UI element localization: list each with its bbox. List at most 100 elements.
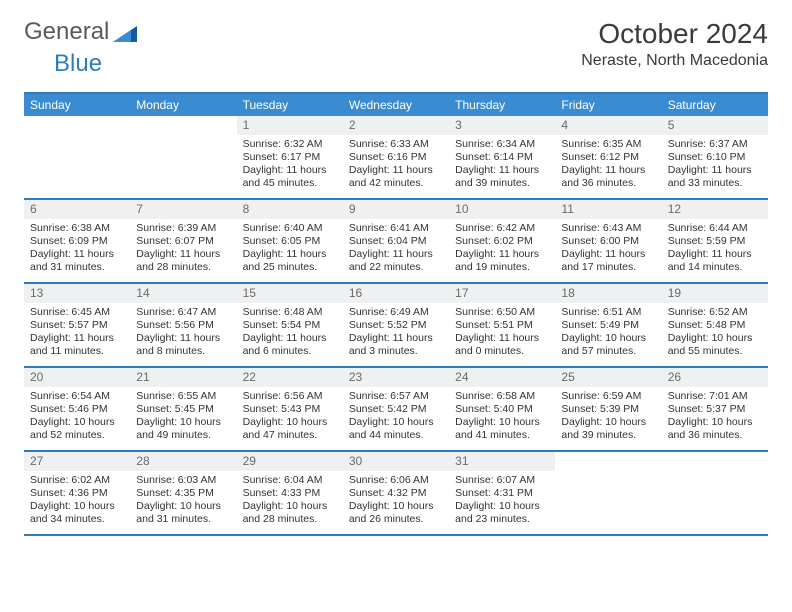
- sunset-line: Sunset: 5:52 PM: [349, 319, 443, 332]
- day-number: 21: [130, 368, 236, 387]
- daylight-line-2: and 11 minutes.: [30, 345, 124, 358]
- dow-sunday: Sunday: [24, 94, 130, 116]
- daylight-line-2: and 55 minutes.: [668, 345, 762, 358]
- sunset-line: Sunset: 5:37 PM: [668, 403, 762, 416]
- day-number: 27: [24, 452, 130, 471]
- day-number: 10: [449, 200, 555, 219]
- day-body: Sunrise: 6:58 AMSunset: 5:40 PMDaylight:…: [449, 387, 555, 447]
- day-cell: [130, 116, 236, 198]
- day-number: 9: [343, 200, 449, 219]
- daylight-line: Daylight: 11 hours: [349, 332, 443, 345]
- daylight-line: Daylight: 10 hours: [136, 416, 230, 429]
- day-number: 16: [343, 284, 449, 303]
- daylight-line: Daylight: 11 hours: [243, 332, 337, 345]
- daylight-line-2: and 45 minutes.: [243, 177, 337, 190]
- sunrise-line: Sunrise: 6:54 AM: [30, 390, 124, 403]
- daylight-line: Daylight: 11 hours: [668, 164, 762, 177]
- day-body: Sunrise: 6:50 AMSunset: 5:51 PMDaylight:…: [449, 303, 555, 363]
- day-number: 28: [130, 452, 236, 471]
- day-body: Sunrise: 6:34 AMSunset: 6:14 PMDaylight:…: [449, 135, 555, 195]
- sunrise-line: Sunrise: 6:35 AM: [561, 138, 655, 151]
- sunrise-line: Sunrise: 6:49 AM: [349, 306, 443, 319]
- day-number: 5: [662, 116, 768, 135]
- day-cell: 25Sunrise: 6:59 AMSunset: 5:39 PMDayligh…: [555, 368, 661, 450]
- day-body: Sunrise: 6:40 AMSunset: 6:05 PMDaylight:…: [237, 219, 343, 279]
- day-cell: 18Sunrise: 6:51 AMSunset: 5:49 PMDayligh…: [555, 284, 661, 366]
- dow-row: Sunday Monday Tuesday Wednesday Thursday…: [24, 94, 768, 116]
- sunset-line: Sunset: 5:40 PM: [455, 403, 549, 416]
- sunset-line: Sunset: 5:42 PM: [349, 403, 443, 416]
- day-cell: 8Sunrise: 6:40 AMSunset: 6:05 PMDaylight…: [237, 200, 343, 282]
- daylight-line: Daylight: 11 hours: [668, 248, 762, 261]
- sunset-line: Sunset: 4:31 PM: [455, 487, 549, 500]
- sunrise-line: Sunrise: 6:51 AM: [561, 306, 655, 319]
- day-number: 18: [555, 284, 661, 303]
- logo-triangle-icon: [113, 22, 137, 42]
- day-cell: 29Sunrise: 6:04 AMSunset: 4:33 PMDayligh…: [237, 452, 343, 534]
- week-row: 1Sunrise: 6:32 AMSunset: 6:17 PMDaylight…: [24, 116, 768, 200]
- day-body: Sunrise: 6:37 AMSunset: 6:10 PMDaylight:…: [662, 135, 768, 195]
- week-row: 27Sunrise: 6:02 AMSunset: 4:36 PMDayligh…: [24, 452, 768, 536]
- sunrise-line: Sunrise: 6:48 AM: [243, 306, 337, 319]
- day-cell: 2Sunrise: 6:33 AMSunset: 6:16 PMDaylight…: [343, 116, 449, 198]
- day-body: Sunrise: 6:52 AMSunset: 5:48 PMDaylight:…: [662, 303, 768, 363]
- sunset-line: Sunset: 6:02 PM: [455, 235, 549, 248]
- day-cell: 19Sunrise: 6:52 AMSunset: 5:48 PMDayligh…: [662, 284, 768, 366]
- sunset-line: Sunset: 6:14 PM: [455, 151, 549, 164]
- day-body: Sunrise: 6:04 AMSunset: 4:33 PMDaylight:…: [237, 471, 343, 531]
- day-body: Sunrise: 6:03 AMSunset: 4:35 PMDaylight:…: [130, 471, 236, 531]
- day-cell: [24, 116, 130, 198]
- day-number: 12: [662, 200, 768, 219]
- location-label: Neraste, North Macedonia: [581, 52, 768, 70]
- sunrise-line: Sunrise: 6:42 AM: [455, 222, 549, 235]
- sunrise-line: Sunrise: 6:43 AM: [561, 222, 655, 235]
- daylight-line: Daylight: 11 hours: [561, 248, 655, 261]
- sunrise-line: Sunrise: 6:02 AM: [30, 474, 124, 487]
- day-body: Sunrise: 7:01 AMSunset: 5:37 PMDaylight:…: [662, 387, 768, 447]
- day-number: 17: [449, 284, 555, 303]
- day-body: Sunrise: 6:33 AMSunset: 6:16 PMDaylight:…: [343, 135, 449, 195]
- daylight-line: Daylight: 10 hours: [349, 416, 443, 429]
- dow-friday: Friday: [555, 94, 661, 116]
- day-body: Sunrise: 6:45 AMSunset: 5:57 PMDaylight:…: [24, 303, 130, 363]
- daylight-line-2: and 22 minutes.: [349, 261, 443, 274]
- sunset-line: Sunset: 4:35 PM: [136, 487, 230, 500]
- daylight-line-2: and 47 minutes.: [243, 429, 337, 442]
- daylight-line: Daylight: 10 hours: [349, 500, 443, 513]
- sunrise-line: Sunrise: 6:40 AM: [243, 222, 337, 235]
- daylight-line: Daylight: 11 hours: [561, 164, 655, 177]
- daylight-line: Daylight: 10 hours: [30, 500, 124, 513]
- day-number: 29: [237, 452, 343, 471]
- daylight-line-2: and 23 minutes.: [455, 513, 549, 526]
- daylight-line-2: and 39 minutes.: [455, 177, 549, 190]
- sunset-line: Sunset: 5:39 PM: [561, 403, 655, 416]
- day-body: Sunrise: 6:48 AMSunset: 5:54 PMDaylight:…: [237, 303, 343, 363]
- sunrise-line: Sunrise: 6:03 AM: [136, 474, 230, 487]
- day-number: 14: [130, 284, 236, 303]
- day-cell: 20Sunrise: 6:54 AMSunset: 5:46 PMDayligh…: [24, 368, 130, 450]
- day-number: 2: [343, 116, 449, 135]
- day-number: 11: [555, 200, 661, 219]
- day-cell: 28Sunrise: 6:03 AMSunset: 4:35 PMDayligh…: [130, 452, 236, 534]
- sunset-line: Sunset: 4:36 PM: [30, 487, 124, 500]
- sunrise-line: Sunrise: 6:04 AM: [243, 474, 337, 487]
- sunset-line: Sunset: 6:12 PM: [561, 151, 655, 164]
- day-body: Sunrise: 6:49 AMSunset: 5:52 PMDaylight:…: [343, 303, 449, 363]
- dow-wednesday: Wednesday: [343, 94, 449, 116]
- daylight-line-2: and 31 minutes.: [30, 261, 124, 274]
- day-number: 4: [555, 116, 661, 135]
- day-number: 19: [662, 284, 768, 303]
- day-body: Sunrise: 6:42 AMSunset: 6:02 PMDaylight:…: [449, 219, 555, 279]
- day-cell: 5Sunrise: 6:37 AMSunset: 6:10 PMDaylight…: [662, 116, 768, 198]
- sunrise-line: Sunrise: 6:44 AM: [668, 222, 762, 235]
- daylight-line-2: and 19 minutes.: [455, 261, 549, 274]
- day-number: 23: [343, 368, 449, 387]
- daylight-line-2: and 17 minutes.: [561, 261, 655, 274]
- daylight-line-2: and 52 minutes.: [30, 429, 124, 442]
- daylight-line-2: and 8 minutes.: [136, 345, 230, 358]
- day-cell: 12Sunrise: 6:44 AMSunset: 5:59 PMDayligh…: [662, 200, 768, 282]
- day-number: 26: [662, 368, 768, 387]
- daylight-line-2: and 36 minutes.: [668, 429, 762, 442]
- day-number: 1: [237, 116, 343, 135]
- day-cell: 4 Sunrise: 6:35 AMSunset: 6:12 PMDaylight…: [555, 116, 661, 198]
